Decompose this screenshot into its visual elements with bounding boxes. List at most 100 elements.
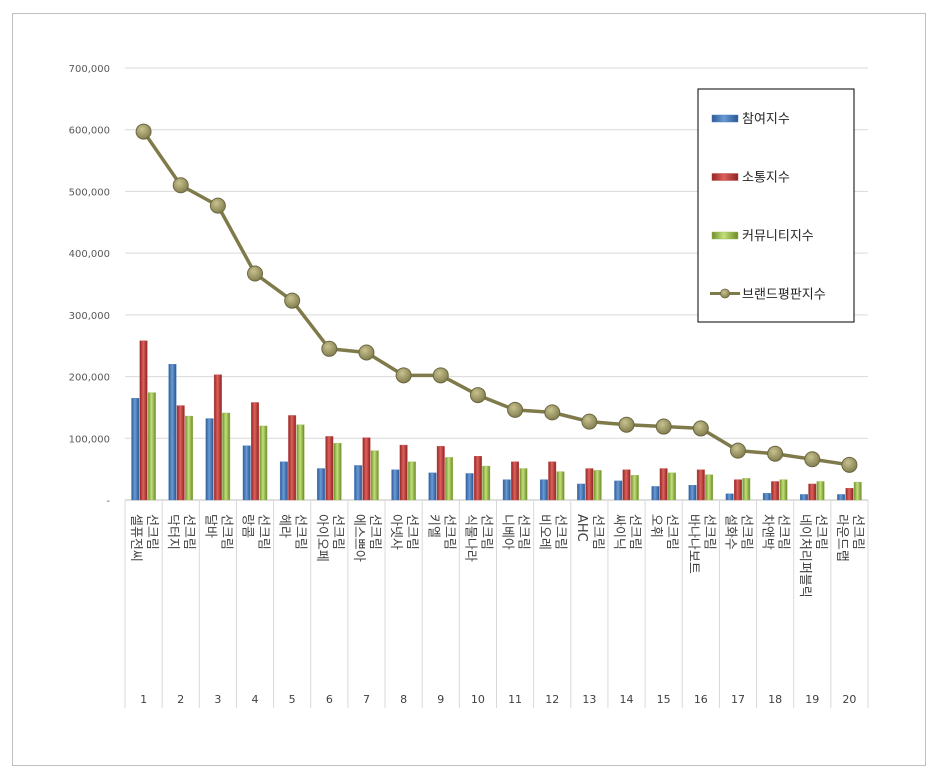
bar-2-18 <box>771 481 780 501</box>
reputation-point-7 <box>358 344 375 361</box>
category-rank: 7 <box>363 693 370 706</box>
category-name-19: 네이처리퍼블릭 선크림 <box>797 514 828 598</box>
legend-marker <box>720 288 730 299</box>
category-rank: 12 <box>545 693 559 706</box>
category-name-part: 오휘 <box>648 514 663 538</box>
category-rank: 11 <box>508 693 522 706</box>
reputation-point-16 <box>692 420 709 437</box>
category-name-part: 네이처리퍼블릭 <box>797 514 812 598</box>
category-name-7: 에스쁘아 선크림 <box>351 514 382 562</box>
category-name-part: 키엘 <box>425 514 440 538</box>
bar-1-1 <box>131 397 140 501</box>
bar-1-13 <box>577 483 586 501</box>
category-name-part: 선크림 <box>441 514 456 550</box>
category-rank: 9 <box>437 693 444 706</box>
chart-frame <box>12 13 926 766</box>
category-name-part: 선크림 <box>330 514 345 550</box>
category-rank: 8 <box>400 693 407 706</box>
legend-label-4: 브랜드평판지수 <box>742 288 826 303</box>
category-name-13: AHC 선크림 <box>574 514 605 550</box>
category-name-part: 선크림 <box>813 514 828 550</box>
category-name-part: 니베아 <box>500 514 515 550</box>
category-name-part: AHC <box>574 514 589 542</box>
bar-3-6 <box>333 443 342 501</box>
reputation-point-6 <box>321 340 338 357</box>
category-rank: 19 <box>805 693 819 706</box>
category-name-part: 선크림 <box>478 514 493 550</box>
category-rank: 13 <box>582 693 596 706</box>
category-rank: 3 <box>214 693 221 706</box>
category-name-part: 닥터지 <box>165 514 180 550</box>
reputation-point-14 <box>618 416 635 433</box>
bar-1-11 <box>502 479 511 501</box>
category-name-part: 선크림 <box>738 514 753 550</box>
y-tick-label: 400,000 <box>69 249 110 260</box>
bar-2-19 <box>808 483 817 501</box>
bar-2-15 <box>659 468 668 501</box>
category-rank: 20 <box>842 693 856 706</box>
bar-1-7 <box>354 465 363 501</box>
category-rank: 14 <box>620 693 634 706</box>
bar-3-10 <box>482 465 491 501</box>
category-name-15: 오휘 선크림 <box>648 514 679 550</box>
category-name-part: 선크림 <box>664 514 679 550</box>
category-name-part: 라운드랩 <box>834 514 849 562</box>
bar-1-9 <box>428 472 437 501</box>
y-tick-label: 700,000 <box>69 64 110 75</box>
legend-label-3: 커뮤니티지수 <box>742 229 814 244</box>
category-name-18: 차앤박 선크림 <box>760 514 791 550</box>
bar-2-8 <box>399 444 408 501</box>
category-rank: 1 <box>140 693 147 706</box>
reputation-line <box>135 123 858 473</box>
bar-1-17 <box>725 493 734 501</box>
bar-2-7 <box>362 437 371 501</box>
category-name-16: 바나나보트 선크림 <box>685 514 716 574</box>
bar-3-12 <box>556 471 565 501</box>
reputation-point-2 <box>172 177 189 194</box>
category-rank: 2 <box>177 693 184 706</box>
legend-swatch-1 <box>711 114 739 123</box>
bar-2-6 <box>325 436 334 501</box>
bar-3-7 <box>370 450 379 501</box>
category-rank: 6 <box>326 693 333 706</box>
bar-2-20 <box>845 488 854 501</box>
category-name-part: 비오레 <box>537 514 552 550</box>
category-rank: 16 <box>694 693 708 706</box>
category-name-part: 선크림 <box>627 514 642 550</box>
category-name-part: 선크림 <box>218 514 233 550</box>
category-name-1: 셀퓨전씨 선크림 <box>128 514 159 562</box>
category-name-17: 설화수 선크림 <box>722 514 753 550</box>
bar-2-2 <box>176 405 185 501</box>
category-rank: 10 <box>471 693 485 706</box>
bar-2-13 <box>585 468 594 501</box>
legend-swatch-3 <box>711 231 739 240</box>
category-name-part: 아이오페 <box>314 514 329 562</box>
category-name-part: 선크림 <box>776 514 791 550</box>
bar-1-10 <box>465 473 474 501</box>
category-name-part: 설화수 <box>722 514 737 550</box>
bar-2-17 <box>734 479 742 501</box>
category-name-14: 싸이닉 선크림 <box>611 514 642 550</box>
bar-3-9 <box>445 457 454 501</box>
bar-3-13 <box>593 470 602 501</box>
legend-label-2: 소통지수 <box>742 171 790 186</box>
category-rank: 18 <box>768 693 782 706</box>
category-name-11: 니베아 선크림 <box>500 514 531 550</box>
bar-1-4 <box>242 445 251 501</box>
reputation-point-9 <box>432 367 449 384</box>
bar-2-12 <box>548 461 557 501</box>
category-name-4: 랑콤 선크림 <box>240 514 271 550</box>
bar-1-3 <box>205 418 214 501</box>
reputation-point-4 <box>247 265 264 282</box>
reputation-point-20 <box>841 456 858 473</box>
bar-2-4 <box>251 402 259 501</box>
bar-1-16 <box>688 484 697 501</box>
bar-1-5 <box>279 461 288 501</box>
bar-2-9 <box>436 446 445 501</box>
category-name-part: 랑콤 <box>240 514 255 538</box>
category-name-part: 선크림 <box>256 514 271 550</box>
category-name-part: 선크림 <box>367 514 382 550</box>
bar-1-20 <box>837 494 846 501</box>
